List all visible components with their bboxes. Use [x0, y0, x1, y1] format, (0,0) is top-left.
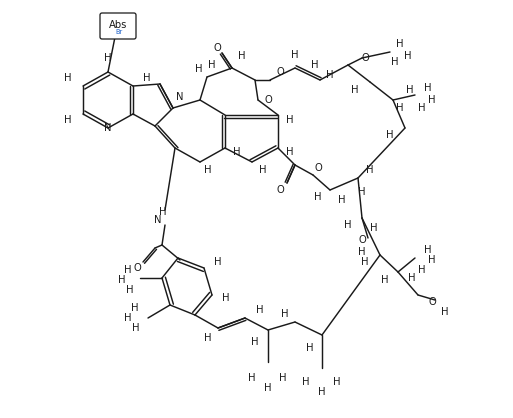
FancyBboxPatch shape — [100, 13, 136, 39]
Text: H: H — [441, 307, 449, 317]
Text: H: H — [124, 265, 132, 275]
Text: H: H — [396, 103, 404, 113]
Text: H: H — [204, 165, 212, 175]
Text: H: H — [314, 192, 322, 202]
Text: H: H — [104, 53, 112, 63]
Text: H: H — [279, 373, 287, 383]
Text: H: H — [259, 165, 267, 175]
Text: O: O — [276, 67, 284, 77]
Text: H: H — [64, 73, 72, 83]
Text: H: H — [318, 387, 326, 397]
Text: H: H — [351, 85, 359, 95]
Text: O: O — [276, 185, 284, 195]
Text: H: H — [333, 377, 341, 387]
Text: H: H — [222, 293, 230, 303]
Text: H: H — [248, 373, 256, 383]
Text: H: H — [195, 64, 203, 74]
Text: H: H — [381, 275, 389, 285]
Text: H: H — [119, 275, 126, 285]
Text: H: H — [358, 247, 366, 257]
Text: H: H — [366, 165, 374, 175]
Text: H: H — [204, 333, 212, 343]
Text: Br: Br — [115, 29, 123, 35]
Text: H: H — [386, 130, 394, 140]
Text: H: H — [424, 83, 432, 93]
Text: O: O — [358, 235, 366, 245]
Text: H: H — [124, 313, 132, 323]
Text: H: H — [281, 309, 289, 319]
Text: H: H — [338, 195, 346, 205]
Text: H: H — [391, 57, 399, 67]
Text: H: H — [396, 39, 404, 49]
Text: O: O — [133, 263, 141, 273]
Text: H: H — [208, 60, 216, 70]
Text: H: H — [264, 383, 272, 393]
Text: O: O — [213, 43, 221, 53]
Text: H: H — [132, 323, 140, 333]
Text: H: H — [286, 115, 294, 125]
Text: H: H — [311, 60, 319, 70]
Text: H: H — [131, 303, 139, 313]
Text: O: O — [428, 297, 436, 307]
Text: O: O — [314, 163, 322, 173]
Text: H: H — [418, 103, 426, 113]
Text: H: H — [302, 377, 310, 387]
Text: H: H — [428, 255, 436, 265]
Text: H: H — [126, 285, 134, 295]
Text: H: H — [291, 50, 299, 60]
Text: H: H — [238, 51, 246, 61]
Text: H: H — [286, 147, 294, 157]
Text: H: H — [326, 70, 334, 80]
Text: H: H — [306, 343, 314, 353]
Text: H: H — [64, 115, 72, 125]
Text: N: N — [104, 123, 112, 133]
Text: O: O — [264, 95, 272, 105]
Text: H: H — [370, 223, 378, 233]
Text: H: H — [361, 257, 369, 267]
Text: H: H — [233, 147, 241, 157]
Text: H: H — [143, 73, 151, 83]
Text: Abs: Abs — [109, 20, 127, 30]
Text: H: H — [406, 85, 414, 95]
Text: H: H — [404, 51, 412, 61]
Text: H: H — [214, 257, 222, 267]
Text: H: H — [159, 207, 167, 217]
Text: H: H — [358, 187, 366, 197]
Text: N: N — [154, 215, 162, 225]
Text: H: H — [418, 265, 426, 275]
Text: H: H — [344, 220, 352, 230]
Text: H: H — [408, 273, 416, 283]
Text: H: H — [428, 95, 436, 105]
Text: O: O — [361, 53, 369, 63]
Text: N: N — [176, 92, 184, 102]
Text: H: H — [424, 245, 432, 255]
Text: H: H — [251, 337, 259, 347]
Text: H: H — [256, 305, 264, 315]
